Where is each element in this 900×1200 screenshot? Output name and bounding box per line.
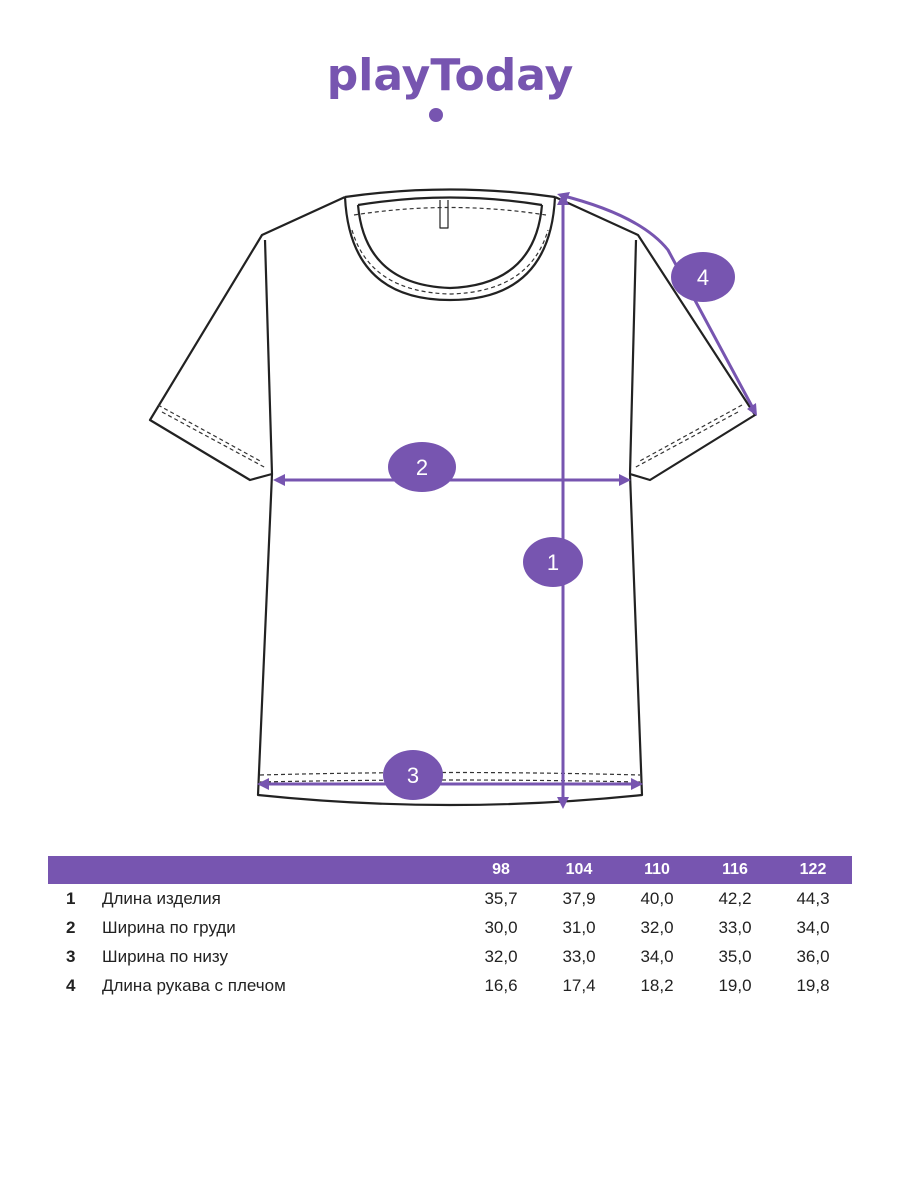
cell: 34,0: [796, 917, 830, 937]
cell: 44,3: [796, 888, 830, 908]
size-header: 104: [565, 861, 593, 878]
cell: 17,4: [562, 975, 596, 995]
marker-2: 2: [388, 442, 456, 492]
cell: 35,0: [718, 946, 752, 966]
cell: 19,8: [796, 975, 830, 995]
cell: 37,9: [562, 888, 596, 908]
playtoday-logo: playToday: [327, 50, 574, 122]
marker-1: 1: [523, 537, 583, 587]
table-row: 1 Длина изделия 35,7 37,9 40,0 42,2 44,3: [48, 884, 852, 913]
size-header: 98: [492, 861, 510, 878]
svg-text:1: 1: [547, 550, 559, 575]
tshirt-diagram: 1 2 3 4: [148, 188, 757, 809]
row-number: 1: [66, 888, 76, 908]
table-row: 2 Ширина по груди 30,0 31,0 32,0 33,0 34…: [48, 913, 852, 942]
row-label: Ширина по низу: [102, 946, 228, 966]
row-label: Длина рукава с плечом: [102, 975, 286, 995]
row-number: 4: [66, 975, 76, 995]
cell: 19,0: [718, 975, 752, 995]
cell: 16,6: [484, 975, 518, 995]
row-number: 3: [66, 946, 76, 966]
brand-logo: playToday: [0, 50, 900, 135]
tshirt-outline: [148, 188, 757, 807]
svg-text:3: 3: [407, 763, 419, 788]
cell: 33,0: [718, 917, 752, 937]
measure-lines: [260, 193, 757, 806]
table-row: 4 Длина рукава с плечом 16,6 17,4 18,2 1…: [48, 971, 852, 1000]
marker-3: 3: [383, 750, 443, 800]
cell: 30,0: [484, 917, 518, 937]
row-number: 2: [66, 917, 76, 937]
cell: 18,2: [640, 975, 674, 995]
cell: 34,0: [640, 946, 674, 966]
cell: 42,2: [718, 888, 752, 908]
cell: 40,0: [640, 888, 674, 908]
measure-line-4: [559, 193, 757, 413]
size-header: 110: [644, 861, 670, 878]
cell: 35,7: [484, 888, 518, 908]
cell: 31,0: [562, 917, 596, 937]
cell: 32,0: [484, 946, 518, 966]
svg-text:2: 2: [416, 455, 428, 480]
size-header: 122: [799, 861, 827, 878]
size-table-header: 98 104 110 116 122: [48, 856, 852, 884]
svg-text:playToday: playToday: [327, 50, 574, 101]
cell: 33,0: [562, 946, 596, 966]
size-header: 116: [722, 861, 748, 878]
table-row: 3 Ширина по низу 32,0 33,0 34,0 35,0 36,…: [48, 942, 852, 971]
cell: 32,0: [640, 917, 674, 937]
svg-text:4: 4: [697, 265, 709, 290]
row-label: Ширина по груди: [102, 917, 236, 937]
marker-4: 4: [671, 252, 735, 302]
size-table: 98 104 110 116 122 1 Длина изделия 35,7 …: [48, 856, 852, 1000]
row-label: Длина изделия: [102, 888, 221, 908]
cell: 36,0: [796, 946, 830, 966]
